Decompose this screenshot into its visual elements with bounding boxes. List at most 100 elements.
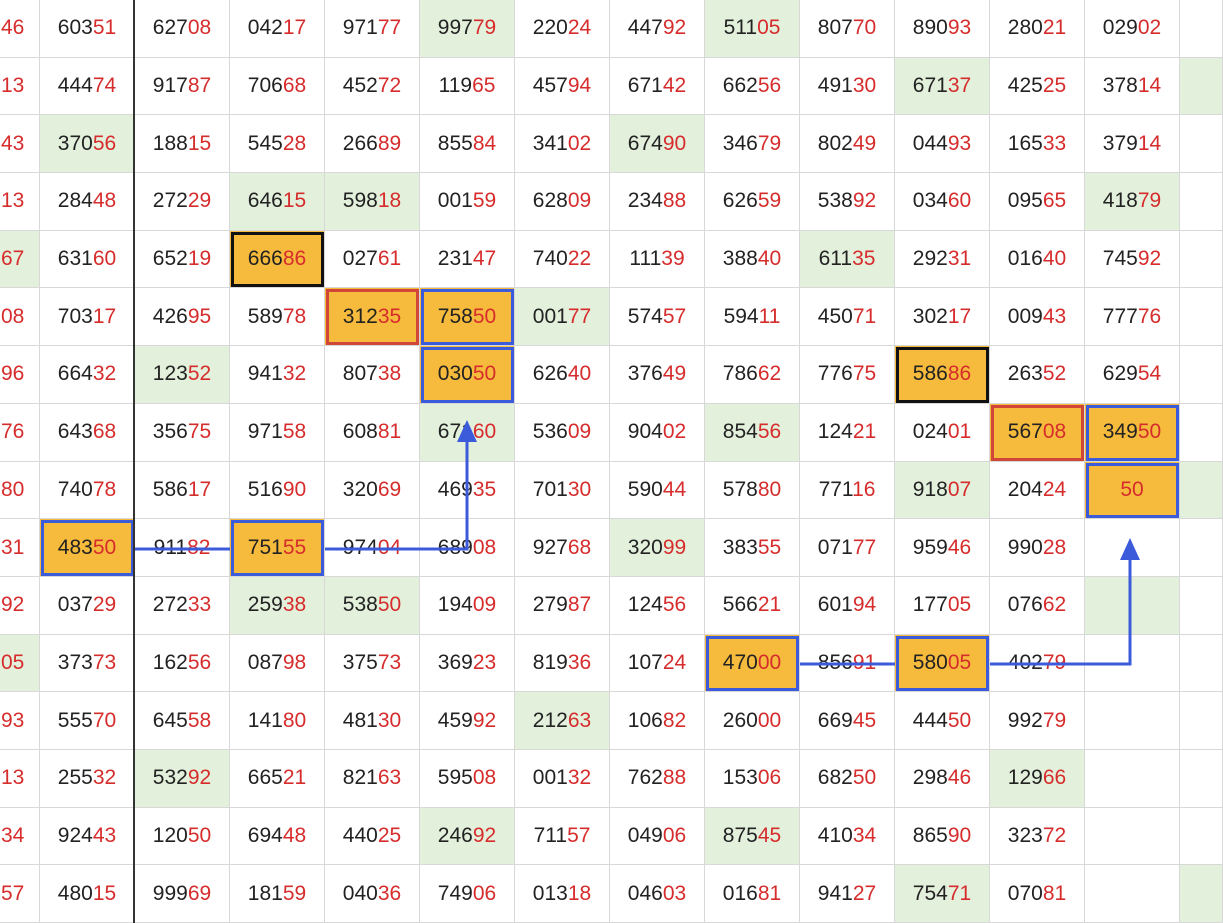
cell: 58617 [135, 461, 230, 520]
cell-text: 37573 [342, 650, 402, 674]
cell-text: 02401 [912, 420, 972, 444]
cell-text: 97177 [342, 16, 402, 40]
cell-text: 74078 [57, 477, 117, 501]
cell: 08 [0, 288, 40, 347]
cell-text: 85456 [722, 420, 782, 444]
cell: 04217 [230, 0, 325, 58]
cell: 68250 [800, 749, 895, 808]
cell: 92443 [40, 807, 135, 866]
cell-text: 29846 [912, 766, 972, 790]
cell-text: 44025 [342, 823, 402, 847]
cell-text: 10682 [627, 708, 687, 732]
cell: 91182 [135, 519, 230, 577]
cell-text: 48350 [57, 535, 117, 559]
cell: 02902 [1085, 0, 1180, 58]
cell-text: 59044 [627, 477, 687, 501]
cell: 93 [0, 692, 40, 750]
cell: 34 [0, 807, 40, 866]
cell: 38355 [705, 519, 800, 577]
cell: 59044 [610, 461, 705, 520]
cell: 90402 [610, 403, 705, 462]
cell: 80249 [800, 115, 895, 174]
cell-text: 37373 [57, 650, 117, 674]
cell-text: 13 [1, 189, 25, 213]
cell-text: 31235 [342, 304, 402, 328]
cell: 63160 [40, 230, 135, 289]
cell [1085, 634, 1180, 693]
cell-text: 56621 [722, 593, 782, 617]
cell-text: 45794 [532, 74, 592, 98]
cell: 44025 [325, 807, 420, 866]
cell [1180, 749, 1223, 808]
cell: 54528 [230, 115, 325, 174]
cell-text: 04493 [912, 131, 972, 155]
cell: 62954 [1085, 346, 1180, 404]
cell: 48350 [40, 519, 135, 577]
cell: 55570 [40, 692, 135, 750]
cell-text: 48015 [57, 881, 117, 905]
cell-text: 74592 [1102, 247, 1162, 271]
cell: 16256 [135, 634, 230, 693]
cell-text: 86590 [912, 823, 972, 847]
cell: 70668 [230, 57, 325, 116]
cell: 37373 [40, 634, 135, 693]
cell: 66521 [230, 749, 325, 808]
cell [1085, 519, 1180, 577]
cell-text: 42525 [1007, 74, 1067, 98]
cell: 76 [0, 403, 40, 462]
cell-text: 25938 [247, 593, 307, 617]
cell: 67490 [610, 115, 705, 174]
cell: 53609 [515, 403, 610, 462]
cell-text: 23488 [627, 189, 687, 213]
cell: 70130 [515, 461, 610, 520]
cell-text: 10724 [627, 650, 687, 674]
cell-text: 50 [1120, 477, 1144, 501]
cell: 46 [0, 0, 40, 58]
cell-text: 15306 [722, 766, 782, 790]
cell: 04906 [610, 807, 705, 866]
cell-text: 65219 [152, 247, 212, 271]
cell-text: 00177 [532, 304, 592, 328]
cell-text: 12050 [152, 823, 212, 847]
cell: 01318 [515, 865, 610, 923]
cell: 18159 [230, 865, 325, 923]
cell-text: 70317 [57, 304, 117, 328]
cell-text: 31 [1, 535, 25, 559]
cell: 34950 [1085, 403, 1180, 462]
cell: 45071 [800, 288, 895, 347]
cell: 77675 [800, 346, 895, 404]
cell-text: 23147 [437, 247, 497, 271]
cell-text: 37814 [1102, 74, 1162, 98]
cell-text: 32372 [1007, 823, 1067, 847]
cell: 59508 [420, 749, 515, 808]
cell-text: 60194 [817, 593, 877, 617]
cell: 66256 [705, 57, 800, 116]
cell: 17705 [895, 576, 990, 635]
cell-text: 91807 [912, 477, 972, 501]
cell: 31235 [325, 288, 420, 347]
cell: 66432 [40, 346, 135, 404]
cell: 12352 [135, 346, 230, 404]
cell: 00177 [515, 288, 610, 347]
cell-text: 07177 [817, 535, 877, 559]
cell: 45272 [325, 57, 420, 116]
cell-text: 12966 [1007, 766, 1067, 790]
cell-text: 45071 [817, 304, 877, 328]
cell: 64615 [230, 173, 325, 231]
cell: 28021 [990, 0, 1085, 58]
cell-text: 13 [1, 74, 25, 98]
cell: 12456 [610, 576, 705, 635]
cell: 86590 [895, 807, 990, 866]
cell: 94132 [230, 346, 325, 404]
cell: 70317 [40, 288, 135, 347]
cell-text: 67137 [912, 74, 972, 98]
cell [1085, 865, 1180, 923]
cell: 21263 [515, 692, 610, 750]
cell: 37914 [1085, 115, 1180, 174]
cell [1180, 230, 1223, 289]
cell: 34102 [515, 115, 610, 174]
cell: 58005 [895, 634, 990, 693]
cell-text: 49130 [817, 74, 877, 98]
cell-text: 04217 [247, 16, 307, 40]
cell: 31 [0, 519, 40, 577]
